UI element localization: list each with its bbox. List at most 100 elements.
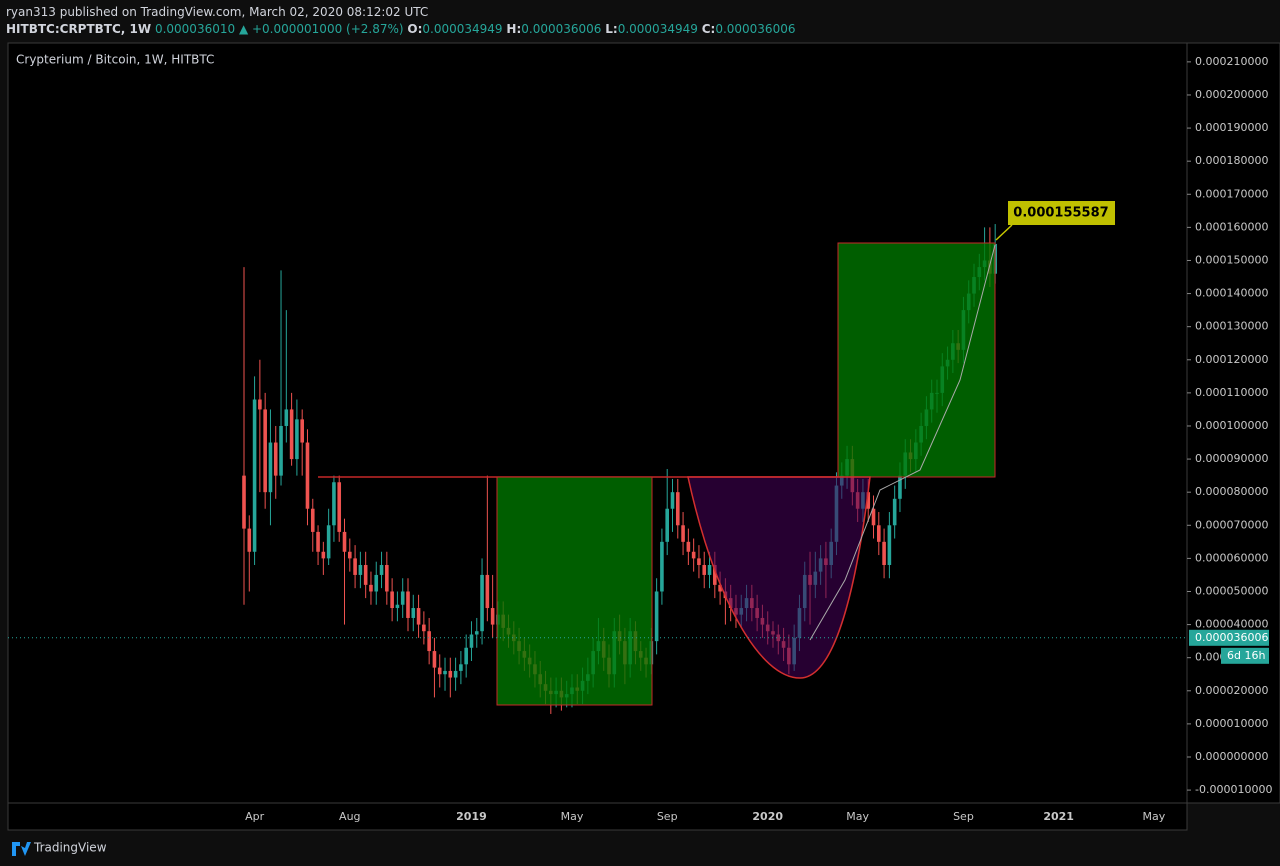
y-tick-label: 0.000090000 <box>1195 452 1268 465</box>
y-tick-label: 0.000190000 <box>1195 121 1268 134</box>
candle-body <box>242 475 246 529</box>
candle-body <box>702 565 707 575</box>
y-tick-label: 0.000170000 <box>1195 187 1268 200</box>
x-tick-label: May <box>846 810 869 823</box>
candle-body <box>686 541 691 552</box>
symbol-line: HITBTC:CRPTBTC, 1W 0.000036010 ▲ +0.0000… <box>6 21 795 38</box>
candle-body <box>866 492 871 509</box>
candle-body <box>353 558 357 575</box>
candle-body <box>422 624 426 632</box>
o-value: 0.000034949 <box>422 22 503 36</box>
x-tick-label: Aug <box>339 810 360 823</box>
candle-body <box>485 574 490 609</box>
callout-label: 0.000155587 <box>1013 206 1108 221</box>
candle-body <box>395 604 400 609</box>
candle-body <box>310 508 315 532</box>
drawings: 0.000155587 <box>318 201 1115 706</box>
symbol: HITBTC:CRPTBTC, 1W <box>6 22 152 36</box>
publisher: ryan313 published on TradingView.com, Ma… <box>6 5 429 19</box>
price-axis <box>1186 42 1280 804</box>
y-tick-label: 0.000060000 <box>1195 551 1268 564</box>
candle-body <box>427 631 431 652</box>
candle-body <box>295 419 299 460</box>
candle-body <box>411 608 416 618</box>
candle-body <box>670 492 675 509</box>
cup-shape <box>687 476 871 679</box>
l-value: 0.000034949 <box>617 22 698 36</box>
candle-body <box>480 574 484 632</box>
candle-body <box>385 565 389 592</box>
y-tick-label: 0.000140000 <box>1195 287 1268 300</box>
y-tick-label: 0.000070000 <box>1195 518 1268 531</box>
y-tick-label: 0.000150000 <box>1195 253 1268 266</box>
y-tick-label: 0.000200000 <box>1195 88 1268 101</box>
candle-body <box>443 670 447 675</box>
candle-body <box>660 541 664 592</box>
chart-title: Crypterium / Bitcoin, 1W, HITBTC <box>16 53 214 67</box>
x-tick-label: 2020 <box>752 810 783 823</box>
y-tick-label: 0.000010000 <box>1195 717 1268 730</box>
candle-body <box>459 664 463 671</box>
candle-body <box>263 409 267 493</box>
candle-body <box>898 475 902 499</box>
grid-layer <box>1187 61 1191 791</box>
y-tick-label: 0.000040000 <box>1195 618 1268 631</box>
candle-body <box>252 399 257 552</box>
candle-body <box>681 525 685 542</box>
candle-body <box>892 498 897 526</box>
candle-body <box>400 591 405 605</box>
y-tick-label: -0.000010000 <box>1195 783 1272 796</box>
candle-body <box>305 442 310 509</box>
candle-body <box>342 531 347 552</box>
publisher-line: ryan313 published on TradingView.com, Ma… <box>6 4 795 21</box>
o-label: O: <box>407 22 423 36</box>
x-tick-label: Sep <box>953 810 974 823</box>
last-price-label: 0.000036006 <box>1195 631 1268 644</box>
candle-body <box>316 531 320 552</box>
candle-body <box>877 525 881 542</box>
candle-body <box>326 525 331 559</box>
green-box <box>837 242 996 478</box>
logo <box>12 842 31 856</box>
callout-box <box>1008 201 1115 225</box>
l-label: L: <box>605 22 618 36</box>
price-overlay: 0.000210000 0.000200000 0.000190000 0.00018… <box>8 55 1272 823</box>
candle-body <box>390 591 394 609</box>
candle-body <box>321 551 326 559</box>
candle-body <box>697 558 701 566</box>
candle-body <box>374 574 379 592</box>
green-box <box>496 476 653 706</box>
candle-body <box>713 565 717 585</box>
candle-body <box>882 541 886 566</box>
candle-body <box>258 399 262 410</box>
candle-body <box>268 442 273 493</box>
candle-body <box>871 508 876 526</box>
candle-body <box>448 670 453 678</box>
candle-body <box>718 584 722 592</box>
candle-body <box>675 492 680 526</box>
y-tick-label: 0.000180000 <box>1195 154 1268 167</box>
candle-body <box>289 409 294 460</box>
candle-body <box>300 419 304 443</box>
callout-line <box>995 224 1013 241</box>
x-tick-label: Apr <box>245 810 265 823</box>
candle-body <box>379 565 384 575</box>
candle-body <box>348 551 352 559</box>
candle-body <box>490 608 495 625</box>
h-value: 0.000036006 <box>521 22 602 36</box>
candle-body <box>247 528 252 552</box>
candle-body <box>464 647 468 665</box>
candle-body <box>358 565 363 575</box>
footer: TradingView <box>12 841 107 856</box>
candle-body <box>273 442 278 476</box>
x-tick-label: 2021 <box>1043 810 1074 823</box>
x-tick-label: Sep <box>657 810 678 823</box>
candle-body <box>363 565 368 585</box>
y-tick-label: 0.000110000 <box>1195 386 1268 399</box>
time-axis <box>7 802 1188 831</box>
countdown-label: 6d 16h <box>1227 649 1265 662</box>
